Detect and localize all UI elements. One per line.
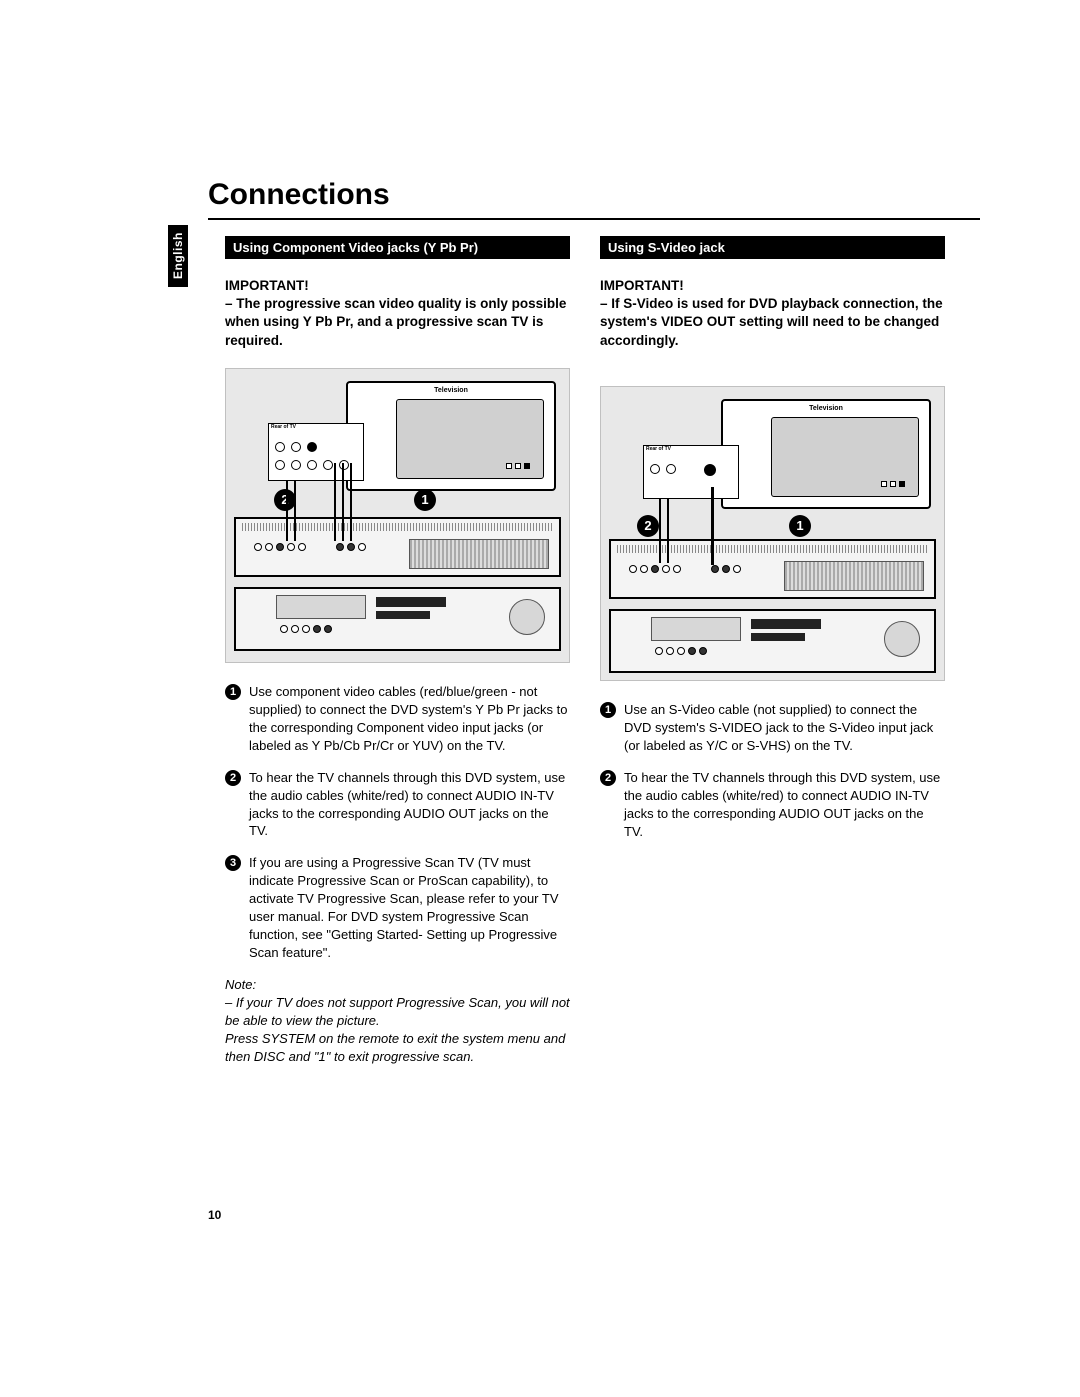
rear-of-tv-label: Rear of TV xyxy=(271,425,361,430)
left-steps: 1 Use component video cables (red/blue/g… xyxy=(225,683,570,962)
cable xyxy=(286,481,288,541)
port-row xyxy=(629,565,681,573)
step-text: If you are using a Progressive Scan TV (… xyxy=(249,855,559,960)
step-text: To hear the TV channels through this DVD… xyxy=(624,770,940,839)
panel xyxy=(276,595,366,619)
jack-icon xyxy=(275,442,285,452)
jack-icon xyxy=(275,460,285,470)
diagram-badge-1: 1 xyxy=(414,489,436,511)
vent xyxy=(242,523,553,531)
right-column: Using S-Video jack IMPORTANT! – If S-Vid… xyxy=(600,236,945,1066)
page-title: Connections xyxy=(208,178,390,212)
jack-icon xyxy=(323,460,333,470)
port-row xyxy=(280,625,332,633)
step-number-icon: 1 xyxy=(600,702,616,718)
step-item: 2 To hear the TV channels through this D… xyxy=(600,769,945,841)
tv-label: Television xyxy=(723,405,929,412)
cable xyxy=(659,499,661,563)
device-bottom xyxy=(609,609,936,673)
important-label: IMPORTANT! xyxy=(225,277,570,295)
jack-icon xyxy=(307,460,317,470)
important-label: IMPORTANT! xyxy=(600,277,945,295)
diagram-badge-1: 1 xyxy=(789,515,811,537)
device-bottom xyxy=(234,587,561,651)
cable xyxy=(342,463,344,541)
jack-icon xyxy=(307,442,317,452)
right-steps: 1 Use an S-Video cable (not supplied) to… xyxy=(600,701,945,841)
page-number: 10 xyxy=(208,1208,221,1222)
left-diagram: Television Rear of TV xyxy=(225,368,570,663)
cable xyxy=(294,481,296,541)
right-section-header: Using S-Video jack xyxy=(600,236,945,259)
slab xyxy=(751,633,805,641)
tv-icon: Television xyxy=(346,381,556,491)
port-row xyxy=(254,543,306,551)
step-number-icon: 2 xyxy=(225,770,241,786)
important-text: – The progressive scan video quality is … xyxy=(225,295,570,350)
panel xyxy=(409,539,549,569)
step-item: 1 Use an S-Video cable (not supplied) to… xyxy=(600,701,945,755)
diagram-badge-2: 2 xyxy=(637,515,659,537)
jack-icon xyxy=(291,442,301,452)
step-text: Use component video cables (red/blue/gre… xyxy=(249,684,567,753)
jack-icon xyxy=(339,460,349,470)
page: Connections English Using Component Vide… xyxy=(0,0,1080,1397)
cable xyxy=(711,487,714,565)
step-text: Use an S-Video cable (not supplied) to c… xyxy=(624,702,933,753)
cable xyxy=(334,463,336,541)
important-text: – If S-Video is used for DVD playback co… xyxy=(600,295,945,350)
tv-port-icons xyxy=(881,481,905,487)
step-item: 2 To hear the TV channels through this D… xyxy=(225,769,570,841)
step-number-icon: 2 xyxy=(600,770,616,786)
step-number-icon: 1 xyxy=(225,684,241,700)
note-text: – If your TV does not support Progressiv… xyxy=(225,994,570,1066)
cable xyxy=(667,499,669,563)
note-title: Note: xyxy=(225,976,570,994)
port-row xyxy=(711,565,741,573)
panel xyxy=(884,621,920,657)
jack-icon xyxy=(650,464,660,474)
port-row xyxy=(655,647,707,655)
language-tab: English xyxy=(168,225,188,287)
vent xyxy=(617,545,928,553)
jack-icon xyxy=(704,464,716,476)
rear-of-tv-label: Rear of TV xyxy=(646,447,736,452)
slab xyxy=(376,597,446,607)
left-column: Using Component Video jacks (Y Pb Pr) IM… xyxy=(225,236,570,1066)
diagram-badge-2: 2 xyxy=(274,489,296,511)
slab xyxy=(751,619,821,629)
tv-label: Television xyxy=(348,387,554,394)
panel xyxy=(509,599,545,635)
step-text: To hear the TV channels through this DVD… xyxy=(249,770,565,839)
tv-port-icons xyxy=(506,463,530,469)
tv-icon: Television xyxy=(721,399,931,509)
jack-icon xyxy=(291,460,301,470)
cable xyxy=(350,463,352,541)
title-rule xyxy=(208,218,980,220)
device-top xyxy=(234,517,561,577)
jack-icon xyxy=(666,464,676,474)
panel xyxy=(784,561,924,591)
port-row xyxy=(336,543,366,551)
left-section-header: Using Component Video jacks (Y Pb Pr) xyxy=(225,236,570,259)
step-item: 1 Use component video cables (red/blue/g… xyxy=(225,683,570,755)
step-number-icon: 3 xyxy=(225,855,241,871)
right-important: IMPORTANT! – If S-Video is used for DVD … xyxy=(600,277,945,350)
content-columns: Using Component Video jacks (Y Pb Pr) IM… xyxy=(225,236,945,1066)
rear-of-tv-box: Rear of TV xyxy=(643,445,739,499)
slab xyxy=(376,611,430,619)
note-block: Note: – If your TV does not support Prog… xyxy=(225,976,570,1066)
step-item: 3 If you are using a Progressive Scan TV… xyxy=(225,854,570,962)
left-important: IMPORTANT! – The progressive scan video … xyxy=(225,277,570,350)
right-diagram: Television Rear of TV xyxy=(600,386,945,681)
panel xyxy=(651,617,741,641)
